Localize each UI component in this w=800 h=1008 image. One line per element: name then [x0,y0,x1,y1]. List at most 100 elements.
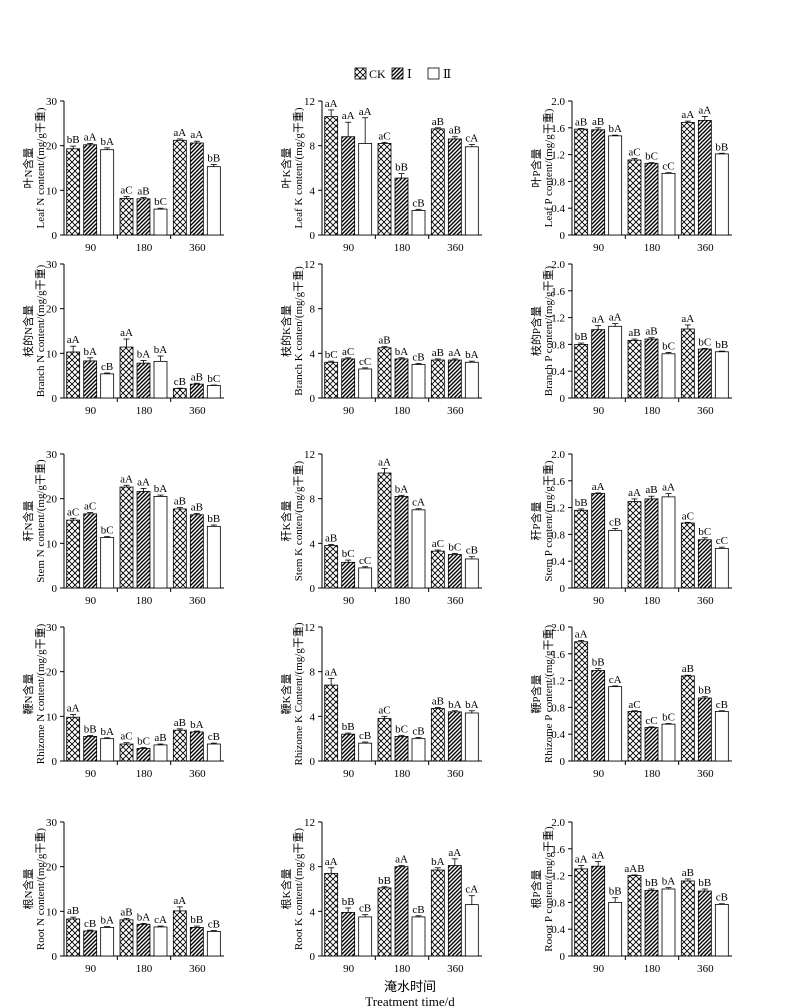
panel-11-bar-CK-0-360 [430,708,445,762]
panel-10-y-title-en: Rhizome N content/(mg/g干重) [33,623,47,764]
panel-4-bar--2-90 [100,373,115,399]
panel-10-sig-label-1-90: bB [84,724,97,736]
panel-2-x-tick-label-2: 360 [447,242,464,254]
panel-9-bar--2-90 [608,529,623,589]
panel-5-sig-label-1-90: aC [342,346,354,358]
panel-4-sig-label-1-90: bA [83,346,97,358]
panel-2-sig-label-2-180: cB [412,197,424,209]
panel-9-sig-label-1-360: bC [698,526,711,538]
panel-13-x-tick-label-0: 90 [85,963,97,975]
panel-13-sig-label-0-180: aB [120,906,132,918]
panel-14-bar--1-360 [447,865,462,957]
panel-15-bar--1-180 [644,889,659,957]
panel-2-x-tick-label-1: 180 [394,242,411,254]
panel-5-bar--2-180 [411,364,426,399]
panel-13-sig-label-1-90: cB [84,918,96,930]
panel-8-bar-CK-0-180 [377,472,392,589]
panel-6-sig-label-1-180: aB [645,326,657,338]
panel-2-sig-label-0-180: aC [378,130,390,142]
panel-10-sig-label-2-360: cB [208,731,220,743]
panel-12-bar--1-360 [697,697,712,762]
panel-10-bar-CK-0-90 [66,716,81,762]
panel-3-y-tick-label-1: 0.4 [551,203,565,215]
panel-3: 0 0.4 0.8 1.2 1.6 2.0 90 aB aB bA 180 aC bC cC 360 aA aA… [529,96,732,254]
panel-4-bar--1-360 [189,383,204,399]
panel-8-y-title-en: Stem K conten/(mg/g干重) [291,460,305,581]
panel-15-y-tick-label-0: 0 [560,951,566,963]
panel-11-bar-CK-0-180 [377,718,392,762]
panel-15-y-title-zh: 根P含量 [529,869,543,908]
panel-1-bar-CK-0-360 [172,139,187,236]
panel-4-sig-label-2-180: bA [154,344,168,356]
panel-14-sig-label-0-180: bB [378,875,391,887]
panel-4-y-title-zh: 枝的N含量 [21,305,35,357]
panel-3-bar-CK-0-180 [627,159,642,236]
panel-10-x-tick-label-0: 90 [85,768,97,780]
panel-3-sig-label-0-360: aA [681,109,694,121]
panel-6-bar--1-90 [591,329,606,399]
panel-14-sig-label-1-180: aA [395,854,408,866]
legend-label-i: Ⅰ [407,67,412,81]
panel-11-sig-label-2-360: bA [465,699,479,711]
panel-9: 0 0.4 0.8 1.2 1.6 2.0 90 bB aA cB 180 aA aB aA 360 aC bC… [529,449,732,607]
panel-13-sig-label-1-180: bA [137,911,151,923]
panel-13-y-title-zh: 根N含量 [21,869,35,910]
panel-3-sig-label-0-180: aC [628,147,640,159]
panel-14-x-tick-label-0: 90 [343,963,355,975]
panel-8-bar-CK-0-360 [430,550,445,589]
panel-13-y-tick-label-2: 20 [46,862,58,874]
panel-12-y-tick-label-0: 0 [560,756,566,768]
panel-10-y-tick-label-0: 0 [52,756,58,768]
panel-9-sig-label-1-180: aB [645,484,657,496]
panel-5-y-title-en: Branch K conten/(mg/g干重) [291,266,305,396]
panel-12-sig-label-1-90: bB [592,657,605,669]
panel-8-sig-label-1-360: bC [448,541,461,553]
panel-11: 0 4 8 12 90 aA bB cB 180 aC bC cB 360 aB bA bA 鞭K含量 Rhizo… [279,622,482,780]
panel-8-sig-label-2-360: cB [466,545,478,557]
panel-12-bar--2-90 [608,686,623,762]
panel-8-y-tick-label-0: 0 [310,583,316,595]
panel-4-bar-CK-0-360 [172,388,187,399]
panel-13-bar--1-180 [136,923,151,957]
panel-5-sig-label-0-360: aB [432,347,444,359]
panel-7-y-tick-label-2: 20 [46,494,58,506]
panel-11-sig-label-1-180: bC [395,723,408,735]
panel-10-sig-label-0-180: aC [120,731,132,743]
panel-6-y-title-zh: 枝的P含量 [529,306,543,356]
panel-5-y-tick-label-1: 4 [310,348,316,360]
panel-10-y-tick-label-2: 20 [46,667,58,679]
panel-4-sig-label-0-180: aA [120,327,133,339]
panel-7-y-tick-label-0: 0 [52,583,58,595]
panel-6-y-tick-label-5: 2.0 [551,259,565,271]
panel-10-sig-label-1-180: bC [137,736,150,748]
panel-2-sig-label-2-360: cA [465,133,478,145]
panel-6-y-tick-label-0: 0 [560,393,566,405]
panel-4-sig-label-2-360: bC [207,373,220,385]
panel-12-x-tick-label-1: 180 [644,768,661,780]
panel-14-y-tick-label-1: 4 [310,906,316,918]
panel-11-bar--2-360 [464,712,479,762]
panel-9-y-title-zh: 秆P含量 [529,501,543,540]
panel-14-sig-label-1-360: aA [448,847,461,859]
panel-10-sig-label-1-360: bA [190,719,204,731]
panel-1-sig-label-2-360: bB [207,152,220,164]
panel-4-y-tick-label-0: 0 [52,393,58,405]
panel-2-bar--2-90 [358,143,373,236]
panel-3-y-title-en: Leaf P content/(mg/g干重) [541,108,555,227]
panel-15-x-tick-label-0: 90 [593,963,605,975]
panel-12-sig-label-2-360: cB [716,699,728,711]
panel-11-y-title-zh: 鞭K含量 [279,674,293,715]
panel-5-sig-label-2-180: cB [412,351,424,363]
panel-3-y-tick-label-2: 0.8 [551,176,565,188]
panel-8-sig-label-1-180: bA [395,483,409,495]
panel-4-bar--1-90 [83,360,98,399]
panel-11-x-tick-label-2: 360 [447,768,464,780]
panel-1-bar-CK-0-90 [66,148,81,236]
panel-1-bar--1-90 [83,144,98,236]
panel-5-bar-CK-0-90 [324,361,339,399]
panel-15-sig-label-0-90: aA [575,854,588,866]
panel-1-sig-label-1-90: aA [84,131,97,143]
panel-1-sig-label-2-90: bA [100,136,114,148]
